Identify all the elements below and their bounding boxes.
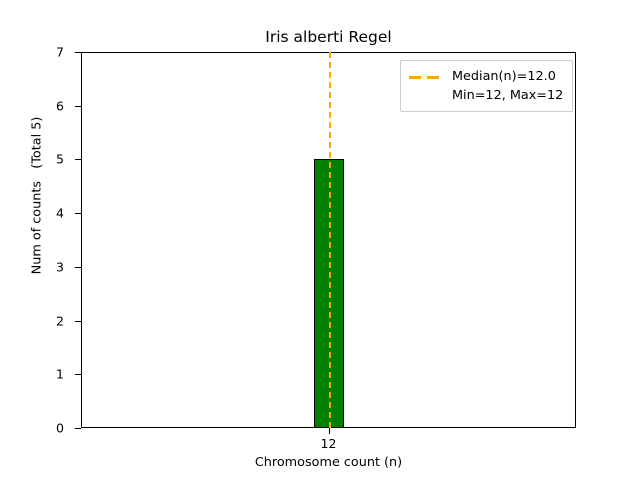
y-tick-label: 7 [56,44,64,60]
median-line [328,52,331,428]
y-tick-label: 2 [56,313,64,329]
y-tick-label: 4 [56,205,64,221]
x-tick-mark [328,428,330,434]
y-tick-mark [75,159,81,161]
y-tick-label: 0 [56,420,64,436]
page-title: Iris alberti Regel [265,28,392,46]
chart-legend: Median(n)=12.0 Min=12, Max=12 [400,60,574,112]
y-tick-mark [75,320,81,322]
y-tick-mark [75,374,81,376]
legend-entry-line1: Median(n)=12.0 [452,69,556,84]
y-tick-label: 5 [56,151,64,167]
y-tick-mark [75,266,81,268]
y-tick-mark [75,213,81,215]
y-tick-mark [75,52,81,53]
y-tick-label: 1 [56,366,64,382]
x-tick-label: 12 [320,436,337,451]
legend-entry-line2: Min=12, Max=12 [452,88,564,103]
y-tick-label: 3 [56,259,64,275]
y-axis-label: Num of counts (Total 5) [29,116,45,275]
x-axis-label: Chromosome count (n) [254,455,403,470]
y-tick-label: 6 [56,98,64,114]
y-tick-mark [75,428,81,429]
legend-dashed-line-icon [409,69,443,85]
legend-text: Median(n)=12.0 Min=12, Max=12 [452,67,563,105]
y-axis-ticks: 0 1 2 3 4 5 6 7 [0,45,81,436]
y-tick-mark [75,105,81,107]
